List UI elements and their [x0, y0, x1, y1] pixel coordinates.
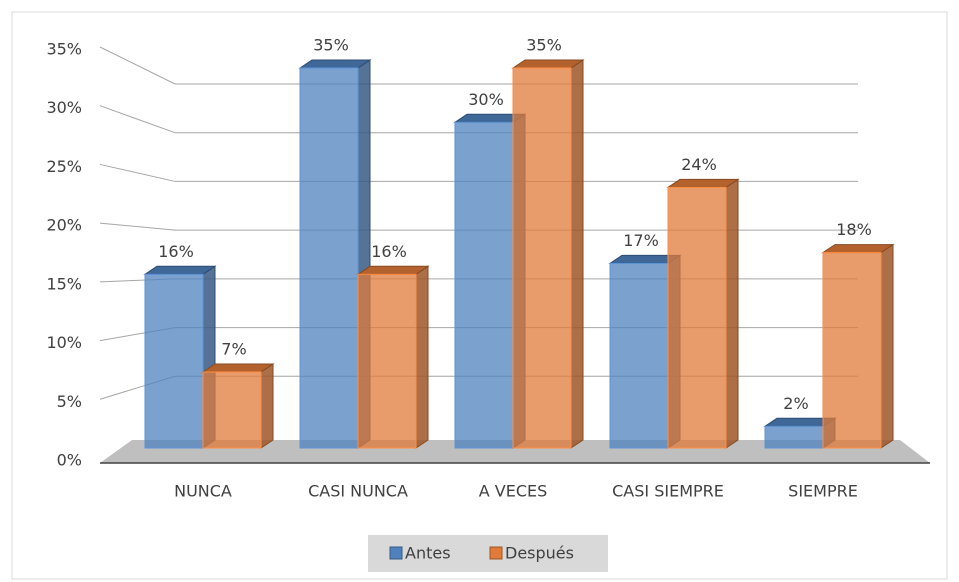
- bar-top: [666, 178, 740, 188]
- bar-top: [821, 244, 895, 254]
- data-label: 35%: [313, 36, 349, 55]
- legend-label: Antes: [405, 544, 451, 563]
- data-label: 7%: [221, 340, 246, 359]
- y-tick-label: 25%: [46, 157, 82, 176]
- bar-side: [570, 59, 584, 449]
- bar: [512, 67, 572, 449]
- bar-side: [415, 265, 429, 449]
- bar: [667, 186, 727, 449]
- bar: [202, 371, 262, 449]
- x-tick-label: NUNCA: [174, 482, 232, 501]
- y-tick-label: 35%: [46, 40, 82, 59]
- data-label: 18%: [836, 220, 872, 239]
- bar: [764, 425, 824, 449]
- bar: [144, 273, 204, 449]
- legend-swatch: [489, 546, 503, 560]
- bar: [299, 67, 359, 449]
- grid-line: [99, 46, 176, 85]
- data-label: 2%: [783, 394, 808, 413]
- y-tick-label: 0%: [57, 451, 82, 470]
- grid-line: [99, 105, 176, 134]
- x-tick-label: CASI SIEMPRE: [612, 482, 724, 501]
- data-label: 35%: [526, 36, 562, 55]
- grid-line: [99, 163, 176, 182]
- x-tick-label: CASI NUNCA: [308, 482, 408, 501]
- x-tick-label: A VECES: [479, 482, 548, 501]
- bar: [822, 252, 882, 449]
- bar-top: [298, 59, 372, 69]
- bar-top: [143, 265, 217, 275]
- legend-swatch: [389, 546, 403, 560]
- y-tick-label: 30%: [46, 98, 82, 117]
- data-label: 16%: [371, 242, 407, 261]
- y-tick-label: 5%: [57, 392, 82, 411]
- legend-box: [368, 535, 608, 572]
- bar: [609, 262, 669, 449]
- grid-line: [99, 222, 176, 231]
- bar-side: [725, 178, 739, 449]
- y-tick-label: 10%: [46, 333, 82, 352]
- y-tick-label: 15%: [46, 274, 82, 293]
- data-label: 17%: [623, 231, 659, 250]
- bar: [357, 273, 417, 449]
- data-label: 24%: [681, 155, 717, 174]
- bar-side: [260, 363, 274, 449]
- bar-side: [880, 243, 894, 449]
- bar-top: [511, 59, 585, 69]
- y-tick-label: 20%: [46, 216, 82, 235]
- bar-top: [356, 265, 430, 275]
- bar-top: [201, 363, 275, 373]
- legend-label: Después: [505, 544, 574, 563]
- data-label: 30%: [468, 90, 504, 109]
- data-label: 16%: [158, 242, 194, 261]
- bar: [454, 121, 514, 449]
- x-tick-label: SIEMPRE: [788, 482, 858, 501]
